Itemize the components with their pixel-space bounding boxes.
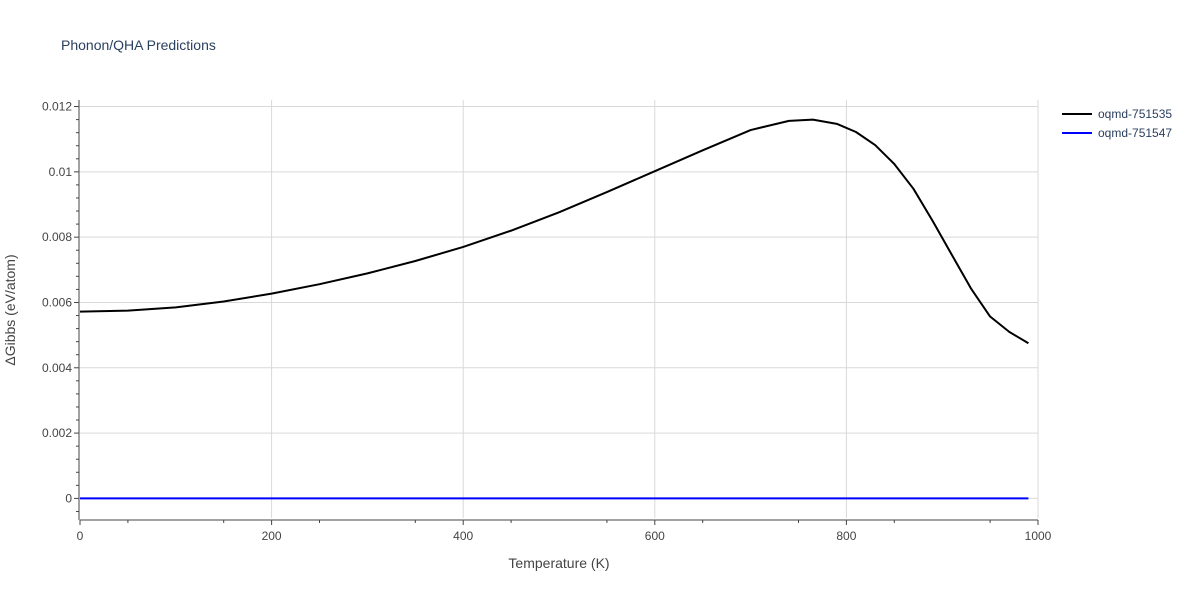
y-tick-label: 0.012	[42, 100, 72, 114]
legend-label: oqmd-751547	[1098, 126, 1172, 140]
series-line-1	[79, 118, 1029, 345]
x-tick-label: 1000	[1025, 529, 1052, 543]
x-tick-label: 600	[645, 529, 665, 543]
y-tick-label: 0.004	[42, 361, 72, 375]
y-axis-title: ΔGibbs (eV/atom)	[2, 254, 18, 365]
y-tick-label: 0.008	[42, 230, 72, 244]
y-tick-label: 0.01	[49, 165, 73, 179]
legend: oqmd-751535 oqmd-751547	[1062, 107, 1172, 140]
x-tick-label: 0	[77, 529, 84, 543]
x-tick-label: 400	[453, 529, 473, 543]
y-tick-label: 0.002	[42, 426, 72, 440]
x-axis-title: Temperature (K)	[508, 555, 609, 571]
legend-label: oqmd-751535	[1098, 107, 1172, 121]
x-tick-label: 200	[262, 529, 282, 543]
y-tick-label: 0	[65, 491, 72, 505]
series-layer	[79, 118, 1029, 500]
x-tick-label: 800	[836, 529, 856, 543]
axes: 0 200 400 600 800 1000 0 0.002 0.004 0.006 0.008 0.…	[42, 100, 1052, 543]
y-tick-label: 0.006	[42, 295, 72, 309]
chart-title: Phonon/QHA Predictions	[61, 37, 216, 53]
